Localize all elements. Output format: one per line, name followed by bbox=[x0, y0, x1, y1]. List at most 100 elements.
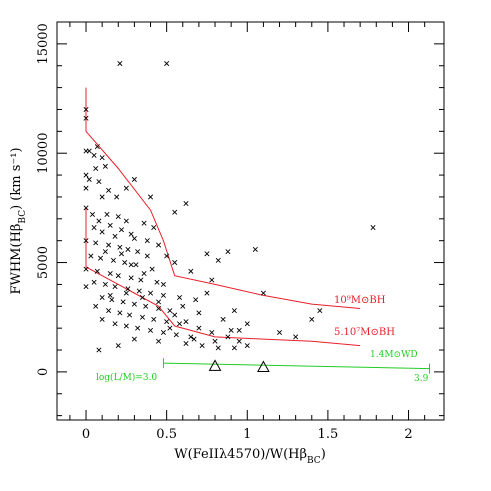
data-point bbox=[172, 312, 178, 318]
data-point bbox=[123, 323, 129, 329]
data-point bbox=[131, 336, 137, 342]
data-point bbox=[125, 286, 131, 292]
data-point bbox=[231, 345, 237, 351]
data-point bbox=[110, 257, 116, 263]
data-point bbox=[138, 277, 144, 283]
data-point bbox=[131, 301, 137, 307]
data-point bbox=[106, 308, 112, 314]
annotation-end-value: 3.9 bbox=[414, 374, 429, 384]
data-point bbox=[156, 242, 162, 248]
data-point bbox=[244, 321, 250, 327]
data-point bbox=[204, 290, 210, 296]
data-point bbox=[164, 253, 170, 259]
data-point bbox=[131, 235, 137, 242]
y-tick-label: 5000 bbox=[36, 246, 51, 279]
annotation-bh-low: 5.10⁷M⊙BH bbox=[334, 327, 395, 338]
data-point bbox=[112, 321, 118, 327]
data-point bbox=[102, 281, 108, 287]
y-tick-label: 0 bbox=[36, 368, 51, 376]
data-point bbox=[96, 347, 102, 353]
data-point bbox=[107, 222, 113, 228]
data-point bbox=[141, 220, 147, 226]
data-point bbox=[83, 115, 89, 121]
data-point bbox=[370, 225, 376, 231]
data-point bbox=[102, 163, 108, 169]
data-point bbox=[91, 152, 97, 158]
data-point bbox=[172, 209, 178, 215]
data-point bbox=[135, 325, 141, 331]
model-curves bbox=[85, 87, 361, 347]
data-point bbox=[215, 345, 221, 351]
data-point bbox=[99, 194, 105, 200]
data-point bbox=[83, 284, 89, 290]
data-point bbox=[156, 299, 162, 305]
annotation-wd: 1.4M⊙WD bbox=[370, 350, 418, 360]
data-point bbox=[136, 288, 142, 294]
data-point bbox=[277, 330, 283, 336]
data-point bbox=[160, 330, 166, 336]
data-point bbox=[167, 308, 173, 314]
data-point bbox=[164, 319, 170, 325]
data-point bbox=[151, 316, 157, 322]
x-tick-label: 1 bbox=[243, 427, 251, 442]
data-point bbox=[93, 240, 99, 246]
data-point bbox=[112, 233, 118, 239]
data-point bbox=[139, 314, 145, 320]
data-point bbox=[123, 185, 129, 191]
data-point bbox=[183, 340, 189, 346]
data-point bbox=[91, 279, 97, 285]
data-point bbox=[260, 290, 266, 296]
data-point bbox=[96, 218, 102, 224]
data-point bbox=[141, 270, 147, 277]
data-point bbox=[123, 218, 129, 224]
data-point bbox=[128, 262, 134, 268]
bh-curve-high bbox=[85, 87, 361, 309]
data-point bbox=[88, 253, 94, 259]
y-axis-title: FWHM(HβBC) (km s⁻¹) bbox=[9, 147, 28, 294]
data-point bbox=[220, 316, 226, 322]
data-point bbox=[99, 229, 105, 235]
annotation-logLM: log(L/M)=3.0 bbox=[96, 372, 157, 383]
x-axis-title: W(FeIIλ4570)/W(HβBC) bbox=[174, 447, 326, 466]
data-point bbox=[127, 312, 133, 318]
data-point bbox=[212, 338, 218, 344]
data-point bbox=[215, 257, 221, 263]
data-point bbox=[99, 316, 105, 322]
data-point bbox=[209, 277, 215, 283]
data-point bbox=[99, 155, 105, 161]
data-point bbox=[106, 187, 112, 193]
data-point bbox=[83, 106, 89, 112]
x-tick-label: 1.5 bbox=[318, 427, 339, 442]
data-point bbox=[156, 338, 162, 344]
data-point bbox=[196, 310, 202, 316]
data-point bbox=[188, 334, 194, 340]
x-tick-label: 0 bbox=[82, 427, 90, 442]
data-point bbox=[112, 284, 118, 290]
data-point bbox=[193, 297, 199, 303]
data-point bbox=[117, 61, 123, 67]
data-point bbox=[148, 194, 154, 200]
data-point bbox=[114, 194, 120, 200]
data-point bbox=[139, 295, 145, 301]
data-point bbox=[151, 225, 157, 231]
data-point bbox=[293, 334, 299, 340]
data-point bbox=[118, 227, 125, 233]
bh-curve-low bbox=[85, 207, 361, 347]
data-point bbox=[244, 343, 250, 349]
data-point bbox=[160, 292, 166, 298]
axis-ticks: 0 0.5 1 1.5 2 0 5000 10000 15000 bbox=[36, 21, 444, 442]
data-point bbox=[123, 290, 129, 296]
data-point bbox=[98, 255, 104, 261]
data-point bbox=[167, 325, 173, 331]
data-point bbox=[106, 242, 112, 248]
data-point bbox=[148, 327, 154, 333]
data-point bbox=[94, 268, 100, 274]
data-points bbox=[83, 61, 376, 353]
data-point bbox=[83, 205, 89, 211]
data-point bbox=[236, 327, 242, 333]
data-point bbox=[107, 270, 113, 277]
data-point bbox=[117, 310, 123, 316]
data-point bbox=[115, 214, 121, 220]
data-point bbox=[99, 295, 105, 301]
